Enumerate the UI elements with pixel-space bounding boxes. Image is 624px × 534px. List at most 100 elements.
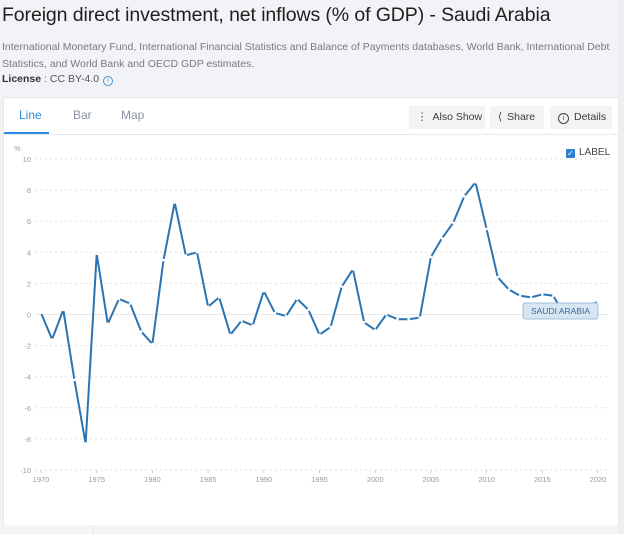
details-label: Details bbox=[574, 111, 607, 123]
data-point[interactable] bbox=[184, 254, 188, 257]
data-point[interactable] bbox=[173, 201, 176, 204]
data-point[interactable] bbox=[162, 258, 165, 262]
license-value: : CC BY-4.0 bbox=[41, 73, 100, 85]
legend-label-toggle[interactable]: ✓ LABEL bbox=[566, 147, 610, 158]
also-show-label: Also Show bbox=[432, 111, 483, 123]
info-circle-icon[interactable]: i bbox=[103, 76, 114, 86]
footer-strip bbox=[3, 525, 617, 534]
data-point[interactable] bbox=[151, 342, 154, 346]
data-point[interactable] bbox=[295, 297, 299, 301]
data-point[interactable] bbox=[50, 338, 54, 341]
x-tick-label: 2010 bbox=[478, 475, 495, 484]
y-tick-label: -4 bbox=[24, 373, 31, 382]
data-point[interactable] bbox=[195, 251, 199, 254]
data-point[interactable] bbox=[73, 378, 76, 382]
page-title: Foreign direct investment, net inflows (… bbox=[2, 4, 551, 26]
x-tick-label: 1985 bbox=[200, 475, 217, 484]
y-tick-label: -8 bbox=[24, 435, 31, 444]
tab-bar[interactable]: Bar bbox=[73, 108, 92, 122]
data-point[interactable] bbox=[474, 181, 477, 184]
data-point[interactable] bbox=[340, 285, 344, 288]
data-source: International Monetary Fund, Internation… bbox=[2, 41, 610, 70]
info-circle-icon: i bbox=[558, 113, 569, 124]
y-tick-label: -10 bbox=[20, 466, 31, 475]
chart-type-tabs: Line Bar Map ⋮ Also Show ⟨ Share i Details bbox=[4, 98, 618, 135]
y-tick-label: -2 bbox=[24, 342, 31, 351]
details-button[interactable]: i Details bbox=[550, 106, 612, 129]
data-point[interactable] bbox=[262, 289, 266, 293]
data-point[interactable] bbox=[229, 333, 232, 337]
vertical-dots-icon: ⋮ bbox=[417, 111, 428, 123]
data-point[interactable] bbox=[273, 311, 277, 315]
y-tick-label: -6 bbox=[24, 404, 31, 413]
data-point[interactable] bbox=[307, 308, 310, 312]
data-point[interactable] bbox=[217, 296, 221, 299]
data-point[interactable] bbox=[407, 317, 410, 321]
data-point[interactable] bbox=[106, 322, 110, 326]
data-point[interactable] bbox=[329, 325, 332, 329]
tab-line[interactable]: Line bbox=[19, 108, 42, 122]
y-tick-label: 4 bbox=[27, 248, 31, 257]
data-point[interactable] bbox=[485, 227, 488, 231]
series-label-text: SAUDI ARABIA bbox=[531, 306, 590, 316]
data-point[interactable] bbox=[128, 302, 132, 305]
x-tick-label: 1980 bbox=[144, 475, 161, 484]
license: License : CC BY-4.0 i bbox=[2, 73, 114, 86]
data-point[interactable] bbox=[251, 324, 254, 327]
data-point[interactable] bbox=[596, 300, 600, 304]
x-tick-label: 1975 bbox=[88, 475, 105, 484]
line-chart: 10 8 6 4 2 0 -2 -4 -6 -8 -10 1970 1975 1980 1985 1990 1… bbox=[14, 144, 608, 484]
data-point[interactable] bbox=[529, 296, 533, 299]
data-point[interactable] bbox=[362, 320, 366, 324]
data-point[interactable] bbox=[463, 195, 466, 198]
y-axis-unit: % bbox=[14, 144, 21, 153]
data-point[interactable] bbox=[139, 330, 143, 333]
y-tick-label: 2 bbox=[27, 279, 31, 288]
x-tick-label: 2000 bbox=[367, 475, 384, 484]
data-point[interactable] bbox=[541, 292, 544, 296]
footer-divider bbox=[93, 525, 94, 534]
data-point[interactable] bbox=[429, 255, 433, 259]
active-tab-indicator bbox=[4, 132, 49, 134]
x-tick-label: 2015 bbox=[534, 475, 551, 484]
data-point[interactable] bbox=[496, 275, 500, 279]
y-tick-label: 6 bbox=[27, 217, 31, 226]
data-point[interactable] bbox=[396, 317, 399, 321]
data-point[interactable] bbox=[451, 221, 455, 225]
page-scrollbar-track[interactable] bbox=[618, 0, 624, 534]
also-show-button[interactable]: ⋮ Also Show bbox=[409, 106, 485, 129]
data-point[interactable] bbox=[117, 297, 121, 301]
legend-label-text: LABEL bbox=[579, 147, 611, 158]
license-label: License bbox=[2, 73, 42, 85]
data-point[interactable] bbox=[440, 237, 444, 240]
data-point[interactable] bbox=[61, 308, 65, 312]
data-point[interactable] bbox=[95, 252, 98, 256]
data-point[interactable] bbox=[351, 268, 355, 271]
series-line-saudi-arabia[interactable] bbox=[40, 181, 599, 445]
series-label-box bbox=[522, 302, 599, 320]
chart-card: Line Bar Map ⋮ Also Show ⟨ Share i Details … bbox=[3, 97, 619, 526]
data-point[interactable] bbox=[507, 288, 511, 291]
share-button[interactable]: ⟨ Share bbox=[490, 106, 544, 129]
y-tick-label: 10 bbox=[23, 155, 31, 164]
x-tick-label: 2005 bbox=[423, 475, 440, 484]
x-tick-label: 1970 bbox=[33, 475, 50, 484]
series-label: SAUDI ARABIA bbox=[522, 302, 599, 320]
data-point[interactable] bbox=[318, 333, 321, 337]
data-point[interactable] bbox=[284, 314, 288, 318]
data-point[interactable] bbox=[240, 319, 243, 323]
x-tick-label: 2020 bbox=[590, 475, 607, 484]
checkbox-checked-icon[interactable]: ✓ bbox=[566, 149, 575, 158]
share-label: Share bbox=[507, 111, 536, 123]
data-point[interactable] bbox=[373, 328, 377, 332]
tab-map[interactable]: Map bbox=[121, 108, 145, 122]
data-point[interactable] bbox=[385, 313, 388, 316]
data-point[interactable] bbox=[39, 311, 43, 315]
data-point[interactable] bbox=[552, 294, 555, 298]
y-tick-label: 0 bbox=[27, 311, 31, 320]
data-point[interactable] bbox=[518, 294, 522, 298]
data-point[interactable] bbox=[84, 442, 87, 445]
data-point[interactable] bbox=[206, 305, 210, 309]
share-icon: ⟨ bbox=[498, 111, 503, 123]
data-point[interactable] bbox=[418, 316, 422, 319]
